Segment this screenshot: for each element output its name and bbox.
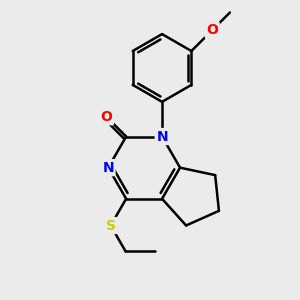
Text: N: N: [102, 161, 114, 175]
Text: S: S: [106, 219, 116, 232]
Text: O: O: [100, 110, 112, 124]
Text: O: O: [206, 23, 218, 37]
Text: N: N: [156, 130, 168, 144]
